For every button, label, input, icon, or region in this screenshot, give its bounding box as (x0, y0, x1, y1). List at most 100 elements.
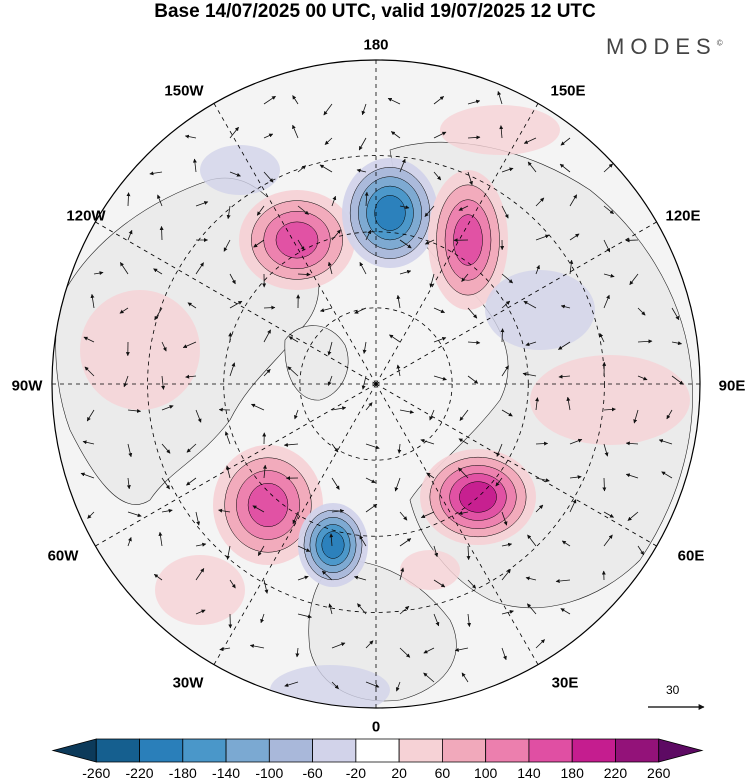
lon-label-30e: 30E (551, 674, 579, 692)
colorbar-bin (95, 738, 140, 763)
wind-vector (424, 239, 435, 245)
wind-vector (365, 443, 380, 450)
wind-vector (327, 341, 333, 356)
wind-vector (466, 545, 471, 561)
wind-vector (433, 131, 447, 139)
wind-vector (559, 163, 571, 173)
wind-vector (523, 137, 537, 144)
wind-vector (365, 640, 374, 649)
meridian-line (375, 383, 539, 665)
wind-vector (229, 300, 243, 309)
anomaly-level (374, 195, 406, 231)
wind-vector (666, 409, 673, 420)
wind-vector (433, 96, 445, 105)
anomaly-broad (400, 550, 460, 590)
wind-vector (658, 439, 673, 445)
wind-vector (625, 238, 639, 243)
wind-vector (80, 472, 95, 479)
wind-vector (297, 272, 311, 277)
wind-vector (292, 95, 299, 105)
wind-vector (365, 503, 378, 513)
colorbar-tick-label: -180 (168, 765, 197, 781)
wind-vector (433, 545, 439, 558)
wind-vector (195, 409, 202, 423)
wind-vector (633, 409, 639, 424)
wind-vector (535, 477, 550, 483)
wind-vector (161, 375, 166, 390)
wind-vector (229, 579, 236, 589)
wind-vector (603, 205, 614, 215)
wind-vector (424, 205, 435, 217)
wind-vector (433, 613, 440, 627)
wind-vector (637, 339, 653, 344)
wind-vector (399, 205, 410, 210)
modes-logo: MODES© (606, 34, 723, 60)
reference-vector-label: 30 (666, 683, 680, 697)
wind-vector (459, 409, 469, 421)
lon-label-60w: 60W (47, 547, 79, 565)
wind-vector (603, 163, 613, 173)
wind-vector (603, 239, 611, 253)
wind-vector (389, 334, 401, 343)
colorbar-bin (312, 738, 357, 763)
wind-vector (93, 271, 104, 276)
wind-vector (429, 409, 435, 421)
wind-vector (364, 191, 369, 207)
wind-vector (86, 409, 95, 422)
wind-vector (126, 192, 131, 207)
wind-vector (467, 307, 478, 319)
colorbar-tick-label: 140 (517, 765, 541, 781)
colorbar-tick-label: 20 (391, 765, 407, 781)
wind-vector (257, 545, 265, 557)
wind-vector (365, 681, 380, 688)
wind-vector (361, 103, 367, 116)
wind-vector (467, 171, 473, 186)
anomaly-positive-europe (420, 449, 536, 545)
meridian-line (213, 383, 377, 665)
wind-vector (331, 642, 346, 649)
wind-vector (399, 538, 412, 547)
wind-vector (357, 603, 367, 615)
wind-vector (527, 161, 537, 173)
wind-vector (263, 305, 276, 310)
wind-vector (671, 307, 680, 321)
meridian-line (95, 383, 377, 547)
wind-vector (161, 341, 167, 352)
wind-vector (501, 409, 513, 417)
wind-vector (603, 273, 615, 278)
colorbar-tick-label: -20 (345, 765, 366, 781)
colorbar-bin (528, 738, 573, 763)
wind-vector (603, 407, 616, 412)
colorbar-bin (485, 738, 530, 763)
wind-vector (319, 164, 333, 173)
meridian-line (375, 383, 657, 547)
wind-vector (158, 531, 163, 547)
logo-text: MODES (606, 34, 717, 59)
wind-vector (283, 442, 299, 447)
wind-vector (496, 443, 503, 457)
wind-vector (467, 135, 481, 140)
wind-vector (161, 405, 174, 411)
wind-vector (390, 131, 401, 139)
wind-vector (558, 374, 571, 379)
wind-vector (467, 340, 481, 345)
colorbar-bin (571, 738, 616, 763)
wind-vector (262, 464, 267, 479)
anomaly-layer (80, 105, 690, 708)
colorbar-tick-label: -60 (302, 765, 323, 781)
wind-vector (253, 239, 265, 248)
wind-vector (359, 535, 367, 547)
wind-vector (467, 579, 477, 589)
wind-vector (184, 134, 197, 139)
wind-vector (396, 364, 401, 377)
land-mass-2 (284, 325, 349, 401)
wind-vector (324, 137, 333, 145)
wind-vector (399, 269, 412, 275)
wind-vector (501, 205, 509, 219)
wind-vector (229, 171, 241, 177)
wind-vector (153, 573, 163, 581)
wind-vector (157, 194, 163, 207)
lon-label-120e: 120E (665, 207, 701, 225)
lon-label-180: 180 (363, 36, 389, 54)
